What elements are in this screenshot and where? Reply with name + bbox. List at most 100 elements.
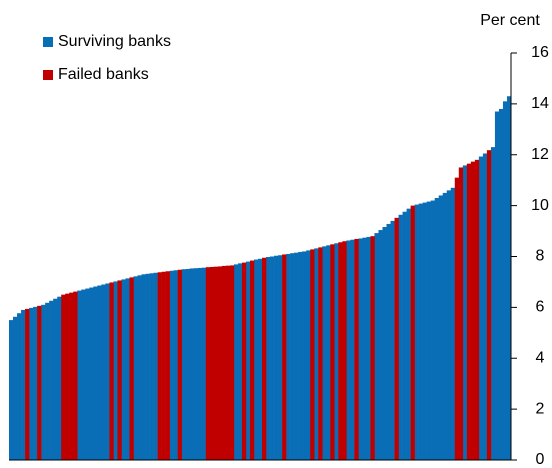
y-tick-label: 10: [531, 197, 549, 214]
bar: [257, 258, 263, 460]
bar: [181, 269, 187, 460]
bar: [362, 237, 367, 460]
bar: [494, 111, 500, 460]
bar: [262, 257, 267, 460]
bar: [221, 265, 227, 460]
bar: [37, 305, 42, 460]
bar: [125, 278, 130, 460]
bar: [245, 261, 251, 460]
bar: [13, 316, 18, 460]
bar: [109, 282, 114, 460]
bar: [177, 269, 182, 460]
bar: [394, 217, 399, 460]
bar: [418, 203, 423, 460]
y-tick-label: 16: [531, 44, 549, 61]
bar: [45, 302, 50, 460]
bar: [77, 290, 82, 460]
bar: [217, 266, 223, 460]
y-tick-label: 14: [531, 95, 549, 112]
bar: [426, 201, 431, 460]
bar: [69, 292, 74, 460]
bar: [241, 262, 247, 460]
bar: [478, 156, 484, 460]
bar: [506, 96, 512, 461]
y-tick-label: 8: [536, 248, 545, 265]
bar: [302, 251, 307, 460]
bar: [310, 249, 315, 460]
bar: [374, 233, 379, 460]
bar: [229, 265, 235, 460]
bar: [342, 241, 347, 460]
bar: [358, 238, 363, 460]
bar: [430, 200, 435, 460]
bar: [502, 101, 508, 461]
bar: [294, 252, 299, 460]
bar: [93, 286, 98, 460]
bar: [61, 294, 66, 460]
bar: [133, 276, 138, 460]
bar: [290, 253, 295, 460]
bar: [402, 211, 407, 460]
bar: [189, 268, 195, 460]
bar: [266, 257, 271, 460]
bar: [41, 304, 46, 460]
bar: [121, 279, 126, 460]
bar: [274, 255, 279, 460]
bar: [25, 308, 30, 460]
bar: [141, 274, 146, 460]
bar: [9, 320, 14, 460]
y-tick-label: 12: [531, 146, 549, 163]
bar: [253, 259, 259, 460]
bar: [498, 108, 504, 461]
bar: [386, 223, 391, 460]
bar: [149, 273, 154, 460]
bar: [422, 202, 427, 460]
bar: [101, 284, 106, 460]
bar: [434, 197, 440, 460]
y-axis-label: Per cent: [480, 12, 540, 29]
bar: [334, 243, 339, 460]
bar: [350, 239, 355, 460]
bar: [326, 245, 331, 460]
bar: [346, 240, 351, 460]
bar: [414, 204, 419, 460]
bar: [193, 268, 199, 460]
bar: [73, 291, 78, 460]
bar: [85, 288, 90, 460]
bar: [169, 270, 174, 460]
bar: [330, 244, 335, 460]
y-tick-label: 4: [536, 349, 545, 366]
bar: [382, 226, 387, 460]
bar: [282, 254, 287, 460]
bar: [165, 271, 170, 460]
legend-label: Surviving banks: [58, 33, 171, 50]
legend-label: Failed banks: [58, 66, 149, 83]
bar: [129, 277, 134, 460]
bar: [406, 208, 411, 460]
bar: [97, 285, 102, 460]
bar: [233, 264, 239, 460]
bar: [322, 246, 327, 460]
bar: [81, 289, 86, 460]
bar: [201, 267, 207, 460]
bar: [458, 167, 464, 460]
bar: [306, 250, 311, 460]
bar: [390, 220, 395, 460]
bar: [486, 150, 492, 460]
bar: [470, 161, 476, 461]
bar: [370, 236, 375, 460]
bar: [49, 300, 54, 460]
bar: [278, 255, 283, 460]
bar: [21, 309, 26, 460]
bar: [57, 296, 62, 460]
bar: [466, 163, 472, 460]
bar: [286, 253, 291, 460]
bar: [270, 256, 275, 460]
bar: [153, 272, 158, 460]
bar: [173, 270, 178, 460]
bar: [205, 267, 211, 460]
bar: [137, 275, 142, 460]
bar: [378, 230, 383, 460]
bar: [474, 159, 480, 460]
